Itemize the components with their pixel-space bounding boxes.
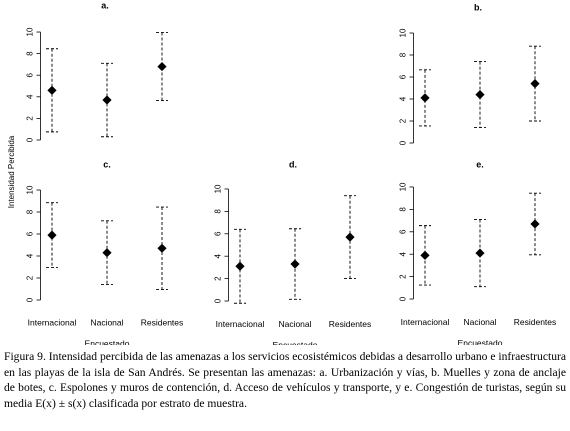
y-tick-label: 0 xyxy=(26,297,35,302)
y-tick-label: 0 xyxy=(214,298,223,303)
y-tick-label: 2 xyxy=(214,276,223,281)
caption: Figura 9. Intensidad percibida de las am… xyxy=(4,350,566,410)
x-tick-label: Nacional xyxy=(278,319,311,329)
x-tick-label: Internacional xyxy=(401,317,450,327)
x-tick-label: Residentes xyxy=(514,317,557,327)
y-tick-label: 8 xyxy=(399,207,408,212)
y-tick-label: 0 xyxy=(399,296,408,301)
x-axis-label: Encuestado xyxy=(273,340,318,345)
y-tick-label: 6 xyxy=(26,231,35,236)
y-tick-label: 2 xyxy=(26,116,35,121)
y-tick-label: 10 xyxy=(399,28,408,37)
y-tick-label: 8 xyxy=(26,209,35,214)
y-tick-label: 10 xyxy=(26,185,35,194)
panel-title: c. xyxy=(103,159,111,169)
y-tick-label: 10 xyxy=(214,184,223,193)
mean-point xyxy=(157,61,167,72)
y-tick-label: 4 xyxy=(399,251,408,256)
y-tick-label: 6 xyxy=(26,72,35,77)
panel-title: a. xyxy=(101,0,109,10)
x-axis-label: Encuestado xyxy=(458,338,503,345)
y-tick-label: 6 xyxy=(399,229,408,234)
mean-point xyxy=(530,219,540,229)
mean-point xyxy=(475,90,485,100)
y-tick-label: 0 xyxy=(26,137,35,142)
mean-point xyxy=(102,248,112,258)
y-tick-label: 6 xyxy=(214,231,223,236)
mean-point xyxy=(530,79,540,89)
y-tick-label: 0 xyxy=(399,140,408,145)
y-tick-label: 8 xyxy=(26,51,35,56)
x-tick-label: Nacional xyxy=(463,317,496,327)
y-tick-label: 2 xyxy=(26,275,35,280)
mean-point xyxy=(47,85,57,95)
mean-point xyxy=(475,248,485,258)
x-tick-label: Residentes xyxy=(329,319,372,329)
y-tick-label: 8 xyxy=(399,52,408,57)
mean-point xyxy=(235,261,245,271)
y-tick-label: 6 xyxy=(399,74,408,79)
y-tick-label: 4 xyxy=(26,253,35,258)
chart: Intensidad Percibida 0 2 4 6 8 10 a. 0 2 4 6 8 10 b. 0… xyxy=(7,0,557,345)
y-tick-label: 4 xyxy=(399,96,408,101)
y-axis-label: Intensidad Percibida xyxy=(7,135,16,208)
y-tick-label: 4 xyxy=(214,253,223,258)
mean-point xyxy=(102,95,112,105)
panel-title: e. xyxy=(476,159,484,169)
x-tick-label: Residentes xyxy=(141,318,184,328)
x-tick-label: Internacional xyxy=(28,318,77,328)
x-axis-label: Encuestado xyxy=(85,339,130,345)
x-tick-label: Internacional xyxy=(216,319,265,329)
y-tick-label: 2 xyxy=(399,118,408,123)
mean-point xyxy=(420,250,430,260)
panel-title: b. xyxy=(474,2,482,12)
mean-point xyxy=(157,243,167,253)
x-tick-label: Nacional xyxy=(90,318,123,328)
panel-title: d. xyxy=(289,159,297,169)
mean-point xyxy=(47,230,57,240)
y-tick-label: 8 xyxy=(214,209,223,214)
mean-point xyxy=(420,93,430,103)
mean-point xyxy=(345,232,355,242)
y-tick-label: 10 xyxy=(26,27,35,36)
y-tick-label: 2 xyxy=(399,274,408,279)
mean-point xyxy=(290,259,300,269)
y-tick-label: 4 xyxy=(26,94,35,99)
y-tick-label: 10 xyxy=(399,182,408,191)
